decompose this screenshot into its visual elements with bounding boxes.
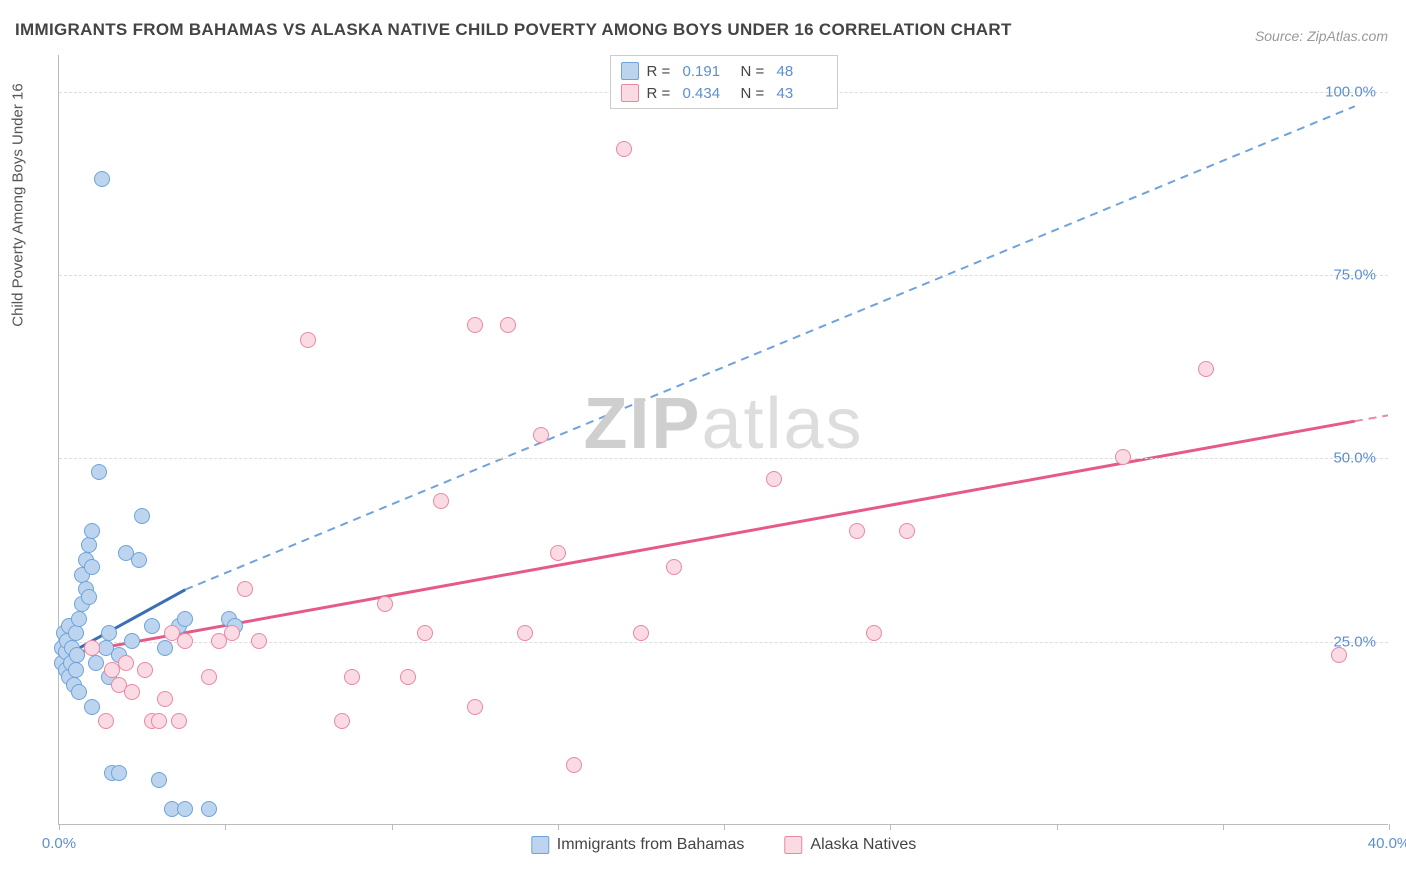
data-point-alaska [400, 669, 416, 685]
data-point-bahamas [84, 523, 100, 539]
data-point-alaska [533, 427, 549, 443]
data-point-alaska [417, 625, 433, 641]
chart-title: IMMIGRANTS FROM BAHAMAS VS ALASKA NATIVE… [15, 20, 1012, 40]
x-tick [225, 824, 226, 830]
data-point-alaska [550, 545, 566, 561]
data-point-alaska [1331, 647, 1347, 663]
data-point-alaska [151, 713, 167, 729]
data-point-alaska [137, 662, 153, 678]
data-point-bahamas [177, 611, 193, 627]
data-point-alaska [766, 471, 782, 487]
data-point-bahamas [144, 618, 160, 634]
n-value: 43 [777, 85, 827, 102]
legend-swatch-icon [621, 62, 639, 80]
data-point-alaska [1198, 361, 1214, 377]
data-point-alaska [84, 640, 100, 656]
x-tick-label: 0.0% [42, 835, 76, 852]
correlation-legend: R = 0.191 N = 48 R = 0.434 N = 43 [610, 55, 838, 109]
data-point-bahamas [111, 765, 127, 781]
data-point-alaska [467, 699, 483, 715]
data-point-alaska [344, 669, 360, 685]
scatter-plot-area: ZIPatlas R =0.191N =48R =0.434N =43 Immi… [58, 55, 1388, 825]
data-point-alaska [171, 713, 187, 729]
data-point-bahamas [177, 801, 193, 817]
r-label: R = [647, 85, 675, 102]
r-value: 0.191 [683, 63, 733, 80]
legend-swatch-icon [784, 836, 802, 854]
data-point-alaska [98, 713, 114, 729]
series-legend-item-alaska: Alaska Natives [784, 836, 916, 854]
series-legend: Immigrants from Bahamas Alaska Natives [531, 836, 916, 854]
data-point-bahamas [69, 647, 85, 663]
series-legend-item-bahamas: Immigrants from Bahamas [531, 836, 745, 854]
data-point-alaska [118, 655, 134, 671]
data-point-bahamas [201, 801, 217, 817]
data-point-alaska [237, 581, 253, 597]
data-point-bahamas [84, 699, 100, 715]
data-point-alaska [124, 684, 140, 700]
data-point-alaska [616, 141, 632, 157]
y-axis-label: Child Poverty Among Boys Under 16 [10, 83, 27, 326]
data-point-alaska [201, 669, 217, 685]
data-point-alaska [849, 523, 865, 539]
x-tick [1389, 824, 1390, 830]
x-tick [890, 824, 891, 830]
data-point-bahamas [81, 537, 97, 553]
x-tick [1223, 824, 1224, 830]
data-point-alaska [633, 625, 649, 641]
data-point-alaska [899, 523, 915, 539]
series-legend-label: Alaska Natives [810, 836, 916, 854]
data-point-alaska [251, 633, 267, 649]
n-label: N = [741, 85, 769, 102]
data-point-alaska [334, 713, 350, 729]
data-point-alaska [1115, 449, 1131, 465]
correlation-legend-row-bahamas: R = 0.191 N = 48 [621, 60, 827, 82]
x-tick [724, 824, 725, 830]
data-point-bahamas [68, 662, 84, 678]
x-tick [558, 824, 559, 830]
data-point-bahamas [88, 655, 104, 671]
r-label: R = [647, 63, 675, 80]
data-point-bahamas [134, 508, 150, 524]
x-tick-label: 40.0% [1368, 835, 1406, 852]
n-value: 48 [777, 63, 827, 80]
x-tick [1057, 824, 1058, 830]
series-legend-label: Immigrants from Bahamas [557, 836, 745, 854]
data-point-bahamas [84, 559, 100, 575]
data-point-alaska [177, 633, 193, 649]
x-tick [392, 824, 393, 830]
data-point-bahamas [157, 640, 173, 656]
source-attribution: Source: ZipAtlas.com [1255, 28, 1388, 44]
data-point-alaska [517, 625, 533, 641]
n-label: N = [741, 63, 769, 80]
data-point-bahamas [124, 633, 140, 649]
x-tick [59, 824, 60, 830]
markers-layer [59, 55, 1388, 824]
data-point-alaska [224, 625, 240, 641]
legend-swatch-icon [531, 836, 549, 854]
data-point-alaska [566, 757, 582, 773]
data-point-alaska [377, 596, 393, 612]
data-point-alaska [157, 691, 173, 707]
legend-swatch-icon [621, 84, 639, 102]
data-point-bahamas [81, 589, 97, 605]
data-point-alaska [300, 332, 316, 348]
data-point-bahamas [151, 772, 167, 788]
data-point-bahamas [71, 611, 87, 627]
data-point-alaska [433, 493, 449, 509]
r-value: 0.434 [683, 85, 733, 102]
data-point-alaska [500, 317, 516, 333]
data-point-bahamas [71, 684, 87, 700]
data-point-bahamas [94, 171, 110, 187]
data-point-bahamas [131, 552, 147, 568]
data-point-alaska [666, 559, 682, 575]
data-point-alaska [467, 317, 483, 333]
data-point-bahamas [91, 464, 107, 480]
correlation-legend-row-alaska: R = 0.434 N = 43 [621, 82, 827, 104]
data-point-bahamas [101, 625, 117, 641]
data-point-alaska [866, 625, 882, 641]
data-point-bahamas [68, 625, 84, 641]
